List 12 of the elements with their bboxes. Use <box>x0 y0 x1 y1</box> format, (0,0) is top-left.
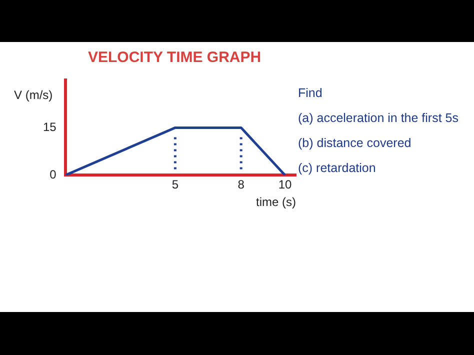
x-axis-title: time (s) <box>256 195 296 210</box>
x-tick-label: 5 <box>172 178 179 192</box>
x-tick-label: 10 <box>278 178 292 192</box>
y-axis-title: V (m/s) <box>14 88 53 102</box>
chart-title: VELOCITY TIME GRAPH <box>88 49 262 66</box>
y-tick-label: 15 <box>42 120 57 134</box>
y-tick-label: 0 <box>50 168 57 182</box>
x-tick-label: 8 <box>238 178 245 192</box>
text: Find <box>298 86 324 102</box>
text: (b) distance covered <box>298 136 412 152</box>
text: (a) acceleration in the first 5s <box>298 111 458 127</box>
text: (c) retardation <box>298 161 377 177</box>
